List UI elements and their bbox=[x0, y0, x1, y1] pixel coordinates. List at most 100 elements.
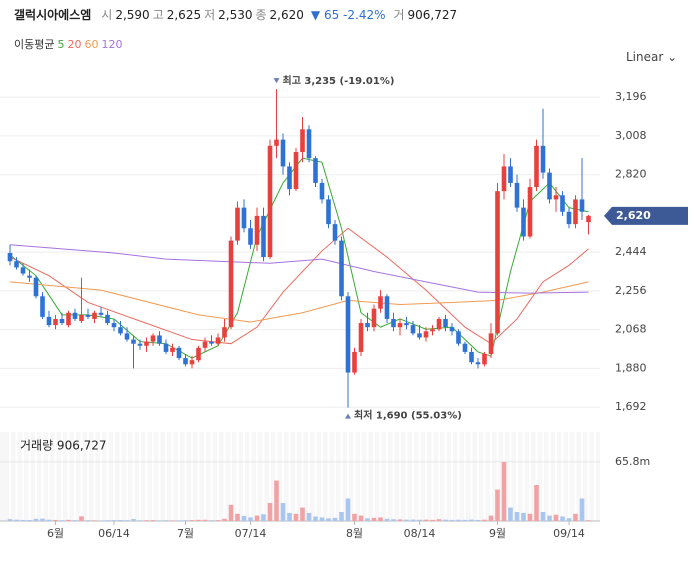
volume-bar bbox=[300, 507, 305, 521]
candle-body bbox=[196, 347, 201, 361]
x-tick-label: 9월 bbox=[489, 527, 506, 540]
volume-bar bbox=[527, 513, 533, 521]
volume-bar bbox=[560, 516, 565, 521]
volume-bar bbox=[488, 515, 494, 521]
volume-bar bbox=[7, 519, 13, 521]
volume-bar bbox=[352, 513, 357, 521]
volume-bar bbox=[534, 485, 539, 521]
candle-body bbox=[514, 182, 520, 208]
candle-body bbox=[150, 335, 156, 342]
candle-body bbox=[157, 335, 162, 344]
candle-body bbox=[423, 331, 429, 338]
header-value: 2,530 bbox=[218, 8, 253, 22]
candle-body bbox=[488, 333, 494, 354]
candle-body bbox=[66, 312, 71, 326]
candle-body bbox=[209, 341, 214, 344]
volume-bar bbox=[85, 520, 91, 521]
volume-bar bbox=[228, 504, 234, 521]
candle-body bbox=[579, 199, 585, 212]
volume-bar bbox=[332, 517, 338, 521]
volume-bar bbox=[20, 519, 26, 521]
volume-bar bbox=[469, 519, 474, 521]
x-tick-label: 7월 bbox=[177, 527, 194, 540]
volume-bar bbox=[163, 520, 169, 521]
candle-body bbox=[456, 331, 461, 344]
candle-body bbox=[560, 195, 565, 212]
candle-body bbox=[111, 323, 117, 328]
volume-bar bbox=[105, 520, 110, 521]
volume-bar bbox=[482, 519, 487, 521]
candle-body bbox=[261, 215, 266, 258]
volume-bar bbox=[280, 503, 286, 521]
candle-body bbox=[241, 207, 247, 229]
volume-bar bbox=[124, 520, 130, 521]
volume-bar bbox=[157, 520, 162, 521]
volume-bar bbox=[547, 515, 552, 521]
volume-bar bbox=[66, 519, 71, 521]
candle-body bbox=[300, 129, 305, 152]
header-label: 종 bbox=[255, 8, 267, 22]
candle-body bbox=[430, 329, 435, 332]
candle-body bbox=[339, 240, 344, 297]
volume-bar bbox=[241, 516, 247, 521]
header-value: 2,590 bbox=[115, 8, 150, 22]
candle-body bbox=[378, 296, 383, 309]
volume-bar bbox=[306, 512, 312, 521]
candle-body bbox=[254, 215, 260, 245]
candle-body bbox=[14, 261, 19, 268]
ma-line bbox=[9, 227, 589, 345]
header-value: 2,620 bbox=[269, 8, 304, 22]
y-tick-label: 1,880 bbox=[615, 361, 647, 374]
price-change: ▼ 65 -2.42% bbox=[310, 8, 386, 22]
candle-body bbox=[573, 199, 578, 225]
candle-body bbox=[189, 360, 195, 365]
candle-body bbox=[79, 314, 84, 322]
candle-body bbox=[33, 277, 39, 297]
candle-body bbox=[391, 318, 396, 328]
chevron: ⌄ bbox=[667, 50, 678, 64]
candle-body bbox=[332, 224, 338, 241]
candle-body bbox=[469, 351, 474, 363]
candle-body bbox=[222, 327, 227, 338]
volume-bar bbox=[345, 498, 351, 521]
x-tick-label: 6월 bbox=[47, 527, 64, 540]
volume-bar bbox=[248, 517, 253, 521]
header: 갤럭시아에스엠 시 2,590 고 2,625 저 2,530 종 2,620 ▼ 65 -2.4… bbox=[14, 6, 460, 23]
candle-body bbox=[352, 351, 357, 373]
scale-selector[interactable]: Linear ⌄ bbox=[626, 50, 677, 64]
x-tick-label: 07/14 bbox=[235, 527, 267, 540]
volume-bar bbox=[254, 515, 260, 521]
volume-bar bbox=[417, 519, 422, 521]
candle-body bbox=[98, 312, 104, 315]
volume-bar bbox=[111, 520, 117, 521]
last-price-badge bbox=[604, 206, 688, 225]
volume-bar bbox=[339, 512, 344, 521]
candle-body bbox=[462, 343, 468, 352]
volume-bar bbox=[183, 520, 188, 521]
candle-body bbox=[27, 275, 32, 278]
volume-bar bbox=[423, 519, 429, 521]
candle-body bbox=[534, 145, 539, 188]
candle-body bbox=[248, 228, 253, 245]
volume-bar bbox=[98, 520, 104, 521]
y-tick-label: 3,008 bbox=[615, 129, 647, 142]
x-tick-label: 09/14 bbox=[553, 527, 585, 540]
volume-bar bbox=[430, 519, 435, 521]
stock-name: 갤럭시아에스엠 bbox=[14, 8, 92, 22]
candle-body bbox=[371, 308, 377, 328]
candle-body bbox=[449, 327, 455, 332]
candle-body bbox=[508, 166, 513, 183]
candle-body bbox=[274, 139, 279, 146]
candle-body bbox=[215, 337, 221, 344]
volume-bar bbox=[540, 512, 546, 521]
candle-body bbox=[365, 323, 370, 328]
legend-title: 이동평균 bbox=[14, 38, 55, 51]
volume-bar bbox=[14, 519, 19, 521]
volume-bar bbox=[449, 519, 455, 521]
annotation-label: 최고 3,235 (-19.01%) bbox=[283, 74, 395, 87]
volume-bar bbox=[404, 519, 409, 521]
candle-body bbox=[280, 139, 286, 167]
volume-bar bbox=[365, 518, 370, 521]
legend-entry: 20 bbox=[67, 38, 82, 51]
